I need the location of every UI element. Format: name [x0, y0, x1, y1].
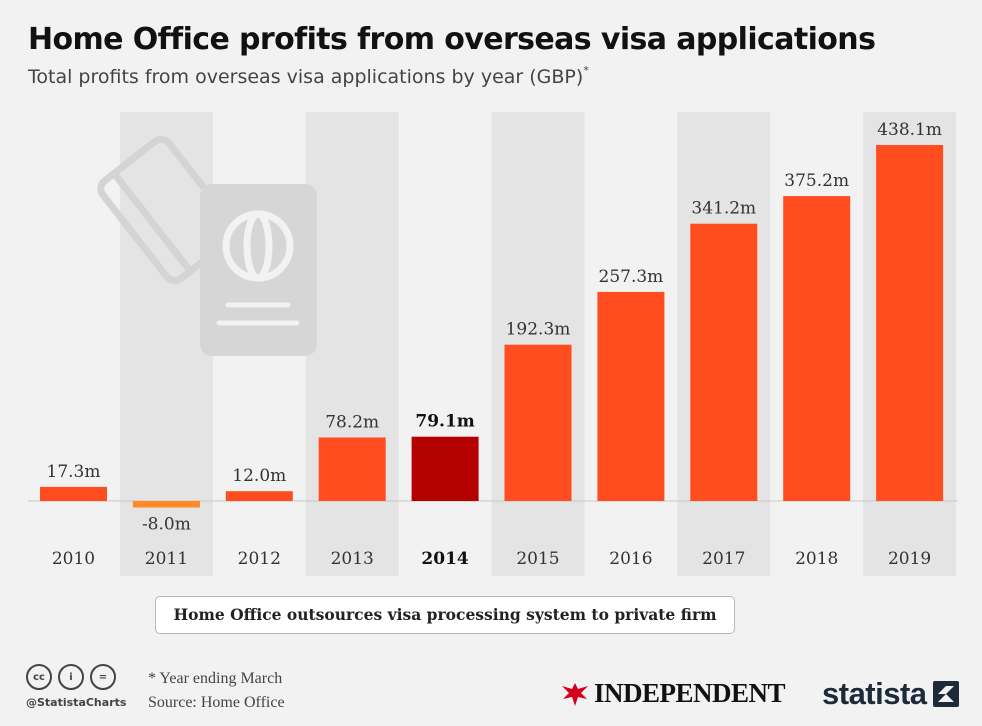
- annotation-box: Home Office outsources visa processing s…: [155, 596, 735, 634]
- value-label-2017: 341.2m: [691, 199, 756, 219]
- bar-2012[interactable]: [225, 491, 293, 501]
- bar-2016[interactable]: [597, 291, 665, 501]
- bars: [40, 145, 944, 508]
- creative-commons-icon: cc: [26, 664, 52, 690]
- tick-label-2016: 2016: [609, 549, 652, 569]
- value-label-2016: 257.3m: [599, 267, 664, 287]
- column-band-2011: [119, 112, 213, 576]
- chart-title: Home Office profits from overseas visa a…: [28, 22, 876, 57]
- tick-label-2018: 2018: [795, 549, 838, 569]
- x-axis-labels: 2010 2011 2012 2013 2014 2015 2016 2017 2018 2019: [52, 549, 931, 569]
- statista-handle[interactable]: @StatistaCharts: [26, 696, 127, 709]
- footnote-year-note: * Year ending March: [148, 670, 283, 687]
- subtitle-footnote-mark: *: [583, 64, 589, 77]
- license-icons: cc i =: [26, 664, 116, 690]
- footnote: * Year ending March Source: Home Office: [148, 667, 285, 715]
- chart-subtitle: Total profits from overseas visa applica…: [28, 64, 589, 88]
- bar-2011[interactable]: [132, 501, 200, 508]
- tick-label-2013: 2013: [331, 549, 374, 569]
- tick-label-2015: 2015: [516, 549, 559, 569]
- tick-label-2010: 2010: [52, 549, 95, 569]
- column-band-2013: [305, 112, 399, 576]
- bar-2015[interactable]: [504, 344, 572, 501]
- bar-2010[interactable]: [40, 486, 107, 501]
- subtitle-text: Total profits from overseas visa applica…: [28, 66, 584, 88]
- value-label-2014: 79.1m: [415, 412, 474, 432]
- source-note: Source: Home Office: [148, 694, 285, 711]
- attribution-icon: i: [58, 664, 84, 690]
- value-label-2019: 438.1m: [877, 120, 942, 140]
- tick-label-2014: 2014: [421, 549, 468, 569]
- bar-2019[interactable]: [876, 145, 944, 501]
- tick-label-2017: 2017: [702, 549, 745, 569]
- value-label-2012: 12.0m: [232, 466, 286, 486]
- passport-illustration-icon: [97, 135, 317, 356]
- tick-label-2011: 2011: [145, 549, 188, 569]
- value-label-2018: 375.2m: [784, 171, 849, 191]
- bar-2013[interactable]: [318, 437, 386, 502]
- value-label-2015: 192.3m: [506, 320, 571, 340]
- statista-logo[interactable]: statista: [822, 676, 959, 712]
- eagle-icon: [562, 682, 588, 706]
- independent-wordmark: INDEPENDENT: [594, 678, 786, 708]
- bar-chart: 17.3m -8.0m 12.0m 78.2m 79.1m 192.3m 257.3m 341…: [28, 112, 958, 576]
- value-label-2013: 78.2m: [325, 413, 379, 433]
- bar-2014[interactable]: [411, 436, 479, 501]
- value-labels: 17.3m -8.0m 12.0m 78.2m 79.1m 192.3m 257.3m 341…: [47, 120, 942, 535]
- bar-2017[interactable]: [690, 223, 758, 501]
- tick-label-2019: 2019: [888, 549, 931, 569]
- value-label-2010: 17.3m: [47, 462, 101, 482]
- statista-wordmark: statista: [822, 676, 927, 711]
- tick-label-2012: 2012: [238, 549, 281, 569]
- bar-2018[interactable]: [783, 196, 851, 501]
- column-band-2015: [491, 112, 585, 576]
- independent-logo[interactable]: INDEPENDENT: [560, 678, 786, 709]
- value-label-2011: -8.0m: [142, 515, 191, 535]
- no-derivatives-icon: =: [90, 664, 116, 690]
- statista-mark-icon: [932, 681, 959, 707]
